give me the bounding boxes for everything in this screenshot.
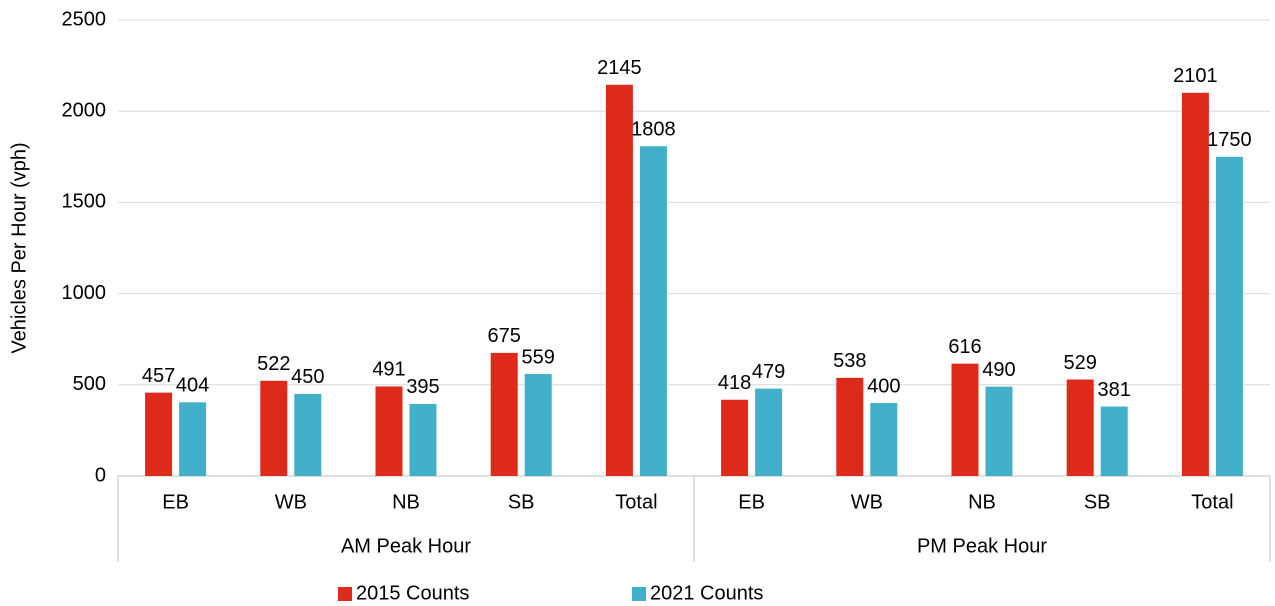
- bar: [755, 388, 783, 476]
- bar: [1215, 156, 1243, 477]
- data-label: 559: [522, 346, 555, 368]
- bar: [145, 392, 173, 476]
- bar: [294, 393, 322, 476]
- x-tick-label: WB: [851, 491, 883, 513]
- bar: [375, 386, 403, 476]
- data-label: 457: [142, 365, 175, 387]
- bar: [179, 402, 207, 476]
- data-label: 490: [982, 359, 1015, 381]
- y-tick-label: 2000: [62, 99, 107, 121]
- bar: [721, 399, 749, 476]
- data-label: 1808: [631, 119, 676, 141]
- legend-swatch: [338, 587, 352, 601]
- x-tick-label: WB: [275, 491, 307, 513]
- x-tick-label: SB: [1084, 491, 1111, 513]
- bar: [870, 403, 898, 476]
- bar: [1100, 406, 1128, 476]
- x-tick-label: NB: [392, 491, 420, 513]
- y-tick-label: 500: [73, 373, 106, 395]
- bar: [836, 377, 864, 476]
- bar: [951, 363, 979, 476]
- bar: [409, 403, 437, 476]
- y-tick-label: 2500: [62, 8, 107, 30]
- bar: [605, 84, 633, 476]
- y-tick-label: 0: [95, 464, 106, 486]
- data-label: 381: [1098, 379, 1131, 401]
- x-tick-label: EB: [162, 491, 189, 513]
- group-label: PM Peak Hour: [917, 535, 1047, 557]
- bar: [490, 352, 518, 476]
- legend-label: 2015 Counts: [356, 582, 469, 604]
- legend-label: 2021 Counts: [650, 582, 763, 604]
- data-label: 522: [257, 353, 290, 375]
- data-label: 450: [291, 366, 324, 388]
- data-label: 616: [948, 336, 981, 358]
- data-label: 404: [176, 375, 209, 397]
- bar: [524, 374, 552, 476]
- bar: [1066, 379, 1094, 476]
- y-tick-label: 1000: [62, 282, 107, 304]
- bar: [639, 146, 667, 476]
- y-tick-label: 1500: [62, 191, 107, 213]
- data-label: 529: [1064, 352, 1097, 374]
- bar: [985, 386, 1013, 476]
- data-label: 418: [718, 372, 751, 394]
- data-label: 675: [488, 325, 521, 347]
- x-tick-label: Total: [615, 491, 657, 513]
- data-label: 1750: [1207, 129, 1252, 151]
- data-label: 538: [833, 350, 866, 372]
- y-axis-title: Vehicles Per Hour (vph): [8, 142, 30, 353]
- legend-swatch: [632, 587, 646, 601]
- bar: [260, 380, 288, 476]
- data-label: 491: [372, 359, 405, 381]
- x-tick-label: NB: [968, 491, 996, 513]
- x-tick-label: SB: [508, 491, 535, 513]
- data-label: 400: [867, 375, 900, 397]
- bar: [1181, 92, 1209, 477]
- data-label: 479: [752, 361, 785, 383]
- x-tick-label: EB: [738, 491, 765, 513]
- x-tick-label: Total: [1191, 491, 1233, 513]
- data-label: 2101: [1173, 65, 1218, 87]
- data-label: 2145: [597, 57, 642, 79]
- group-label: AM Peak Hour: [341, 535, 471, 557]
- data-label: 395: [406, 376, 439, 398]
